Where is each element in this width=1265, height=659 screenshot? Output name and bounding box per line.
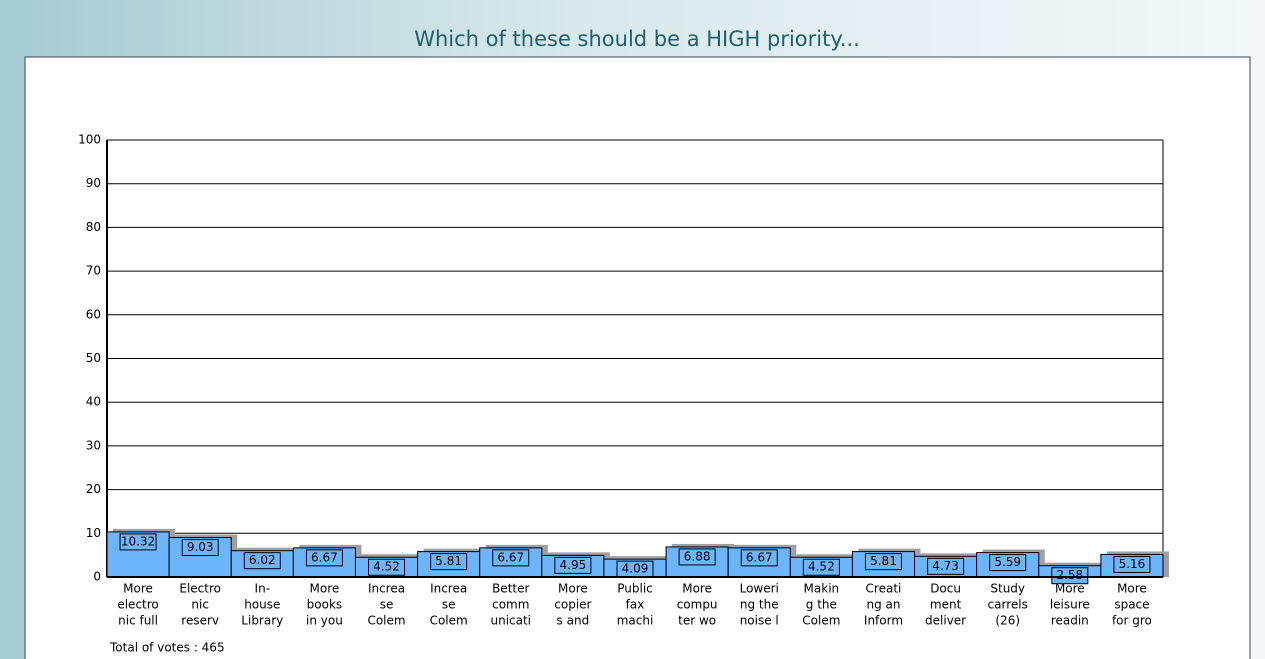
y-tick-label: 50 <box>86 351 101 365</box>
x-tick-label: fax <box>626 598 645 612</box>
value-label: 4.52 <box>373 560 400 574</box>
x-tick-label: carrels <box>988 598 1028 612</box>
y-tick-label: 90 <box>86 176 101 190</box>
x-tick-label: More <box>682 582 712 596</box>
value-label-box <box>1051 567 1089 585</box>
x-tick-label: More <box>1055 582 1085 596</box>
x-tick-label: unicati <box>490 614 531 628</box>
x-tick-label: Increa <box>430 582 467 596</box>
x-tick-label: g the <box>806 598 837 612</box>
x-tick-label: copier <box>554 598 591 612</box>
footer: Total of votes : 465 <box>109 641 225 655</box>
y-tick-label: 60 <box>86 307 101 321</box>
value-label: 5.16 <box>1119 557 1146 571</box>
y-tick-label: 20 <box>86 482 101 496</box>
y-tick-label: 30 <box>86 438 101 452</box>
x-tick-label: Colem <box>367 614 405 628</box>
x-tick-label: in you <box>306 614 343 628</box>
y-tick-label: 100 <box>78 133 101 147</box>
value-label-box <box>430 553 468 571</box>
x-tick-label: ment <box>930 598 962 612</box>
x-tick-label: Public <box>617 582 653 596</box>
value-label: 10.32 <box>121 534 155 548</box>
y-tick-label: 0 <box>93 570 101 584</box>
value-label-box <box>243 552 281 570</box>
y-tick-label: 40 <box>86 395 101 409</box>
value-label: 4.95 <box>560 558 587 572</box>
x-tick-label: deliver <box>925 614 966 628</box>
value-label: 5.81 <box>870 554 897 568</box>
x-tick-label: In- <box>255 582 270 596</box>
value-label-box <box>492 549 530 567</box>
x-tick-label: ter wo <box>678 614 716 628</box>
value-label: 6.67 <box>311 550 338 564</box>
x-tick-label: More <box>123 582 153 596</box>
x-tick-label: Makin <box>804 582 840 596</box>
x-tick-label: s and <box>557 614 590 628</box>
value-label: 5.59 <box>994 555 1021 569</box>
value-label-box <box>368 558 406 576</box>
value-label-box <box>802 558 840 576</box>
x-tick-label: leisure <box>1050 598 1090 612</box>
value-label: 2.58 <box>1056 568 1083 582</box>
x-tick-label: se <box>380 598 394 612</box>
x-tick-label: electro <box>117 598 158 612</box>
x-tick-label: compu <box>677 598 718 612</box>
x-tick-label: reserv <box>181 614 219 628</box>
x-tick-label: house <box>244 598 280 612</box>
x-tick-label: Loweri <box>740 582 779 596</box>
x-tick-label: More <box>310 582 340 596</box>
value-label-box <box>989 554 1027 572</box>
x-tick-label: Library <box>241 614 283 628</box>
chart-title: Which of these should be a HIGH priority… <box>414 27 860 51</box>
x-tick-label: Docu <box>930 582 961 596</box>
y-tick-label: 70 <box>86 264 101 278</box>
value-label: 4.52 <box>808 560 835 574</box>
x-tick-label: (26) <box>995 614 1020 628</box>
value-label: 6.88 <box>684 549 711 563</box>
x-tick-label: More <box>1117 582 1147 596</box>
value-label-box <box>678 548 716 566</box>
x-tick-label: ng the <box>740 598 779 612</box>
x-tick-label: comm <box>492 598 529 612</box>
x-tick-label: se <box>442 598 456 612</box>
value-label: 9.03 <box>187 540 214 554</box>
x-tick-label: Creati <box>866 582 902 596</box>
x-tick-label: More <box>558 582 588 596</box>
x-tick-label: Inform <box>864 614 903 628</box>
x-tick-label: books <box>307 598 343 612</box>
value-label-box <box>1113 555 1151 573</box>
value-label-box <box>181 539 219 557</box>
y-tick-label: 10 <box>86 526 101 540</box>
x-tick-label: Colem <box>430 614 468 628</box>
x-tick-label: nic full <box>118 614 158 628</box>
x-tick-label: ng an <box>866 598 900 612</box>
value-label-box <box>927 557 965 575</box>
value-label: 6.67 <box>497 550 524 564</box>
x-tick-label: machi <box>617 614 654 628</box>
value-label: 6.67 <box>746 550 773 564</box>
value-label: 4.73 <box>932 559 959 573</box>
y-tick-label: 80 <box>86 220 101 234</box>
value-label-box <box>119 533 157 551</box>
x-tick-label: space <box>1114 598 1149 612</box>
x-tick-label: Increa <box>368 582 405 596</box>
value-label-box <box>740 549 778 567</box>
x-tick-label: Better <box>492 582 529 596</box>
value-label-box <box>305 549 343 567</box>
value-label: 4.09 <box>622 562 649 576</box>
value-label-box <box>554 556 592 574</box>
x-tick-label: Electro <box>179 582 221 596</box>
value-label: 5.81 <box>435 554 462 568</box>
x-tick-label: noise l <box>740 614 779 628</box>
x-tick-label: for gro <box>1112 614 1152 628</box>
x-tick-label: Colem <box>802 614 840 628</box>
value-label: 6.02 <box>249 553 276 567</box>
x-tick-label: readin <box>1051 614 1089 628</box>
x-tick-label: nic <box>191 598 209 612</box>
value-label-box <box>864 553 902 571</box>
x-tick-label: Study <box>990 582 1025 596</box>
